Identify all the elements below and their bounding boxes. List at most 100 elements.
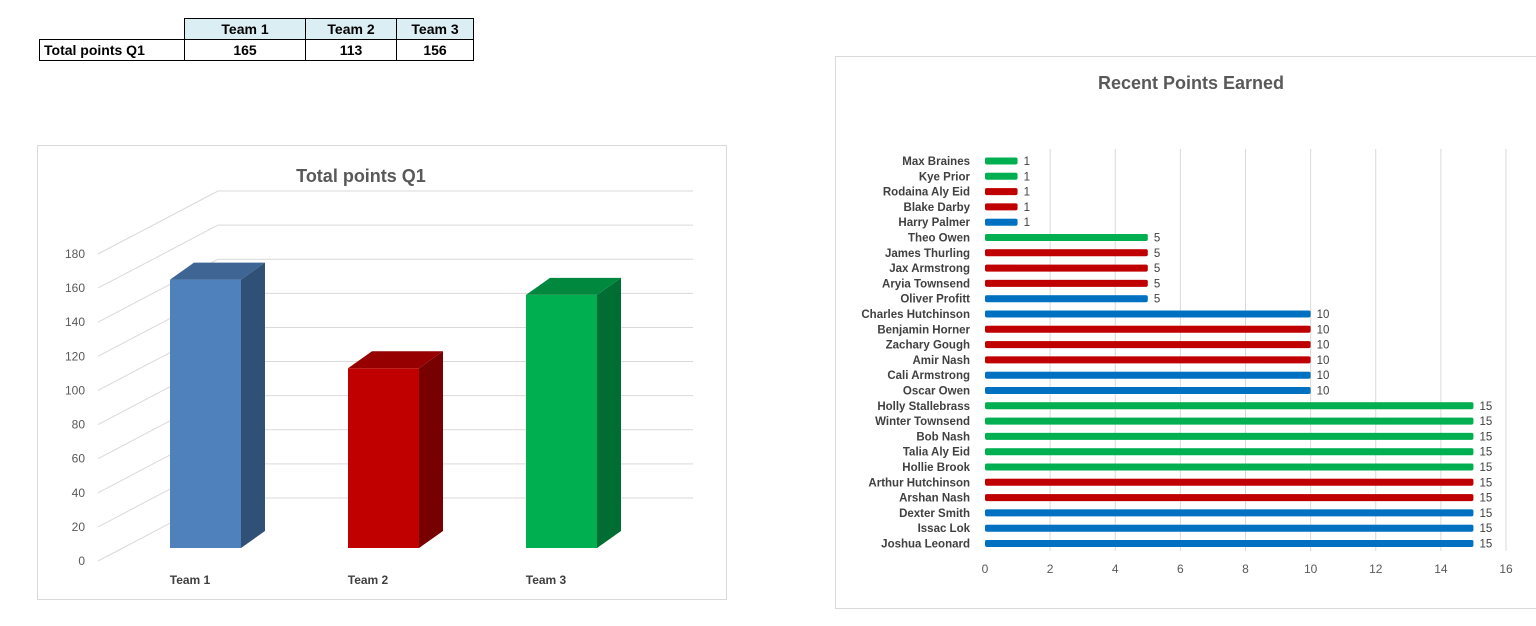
bar-24 (985, 509, 1474, 517)
bar-8 (985, 264, 1148, 272)
bar-highlight-11 (985, 310, 1311, 313)
bar-22 (985, 478, 1474, 486)
y-tick-label: Benjamin Horner (877, 324, 970, 336)
x-tick-label: 6 (1177, 562, 1184, 576)
x-tick-label: Team 3 (526, 573, 567, 587)
summary-header-team-2: Team 2 (305, 18, 397, 40)
total-points-chart: Total points Q1 0 20 40 60 80 100 120 140 160 180 T… (37, 145, 727, 600)
x-tick-label: Team 1 (170, 573, 211, 587)
y-tick-label: Theo Owen (908, 233, 970, 245)
recent-points-chart: Recent Points Earned 0 2 4 6 8 10 12 14 16 Max Bra… (835, 56, 1536, 609)
bar-highlight-8 (985, 264, 1148, 267)
bar-highlight-3 (985, 188, 1018, 191)
chart-title: Recent Points Earned (1098, 73, 1284, 93)
data-label: 15 (1479, 539, 1492, 551)
data-label: 5 (1154, 248, 1160, 260)
y-tick-label: Aryia Townsend (882, 278, 970, 290)
bar-6 (985, 234, 1148, 241)
bar-highlight-13 (985, 341, 1311, 344)
bar-2 (985, 172, 1018, 180)
data-label: 15 (1479, 431, 1492, 443)
y-tick-label: Arthur Hutchinson (868, 477, 970, 489)
x-tick-label: 12 (1369, 562, 1383, 576)
y-tick-label: 80 (72, 418, 86, 432)
recent-points-chart-svg: Recent Points Earned 0 2 4 6 8 10 12 14 16 Max Bra… (861, 73, 1513, 576)
y-tick-label: Talia Aly Eid (903, 447, 970, 459)
bar-side-1 (241, 262, 265, 548)
bar-5 (985, 218, 1018, 226)
bar-highlight-14 (985, 356, 1311, 359)
x-tick-label: 0 (982, 562, 989, 576)
bar-highlight-9 (985, 279, 1148, 283)
bar-14 (985, 356, 1311, 364)
bar-3 (526, 294, 597, 548)
x-tick-label: 10 (1304, 562, 1318, 576)
y-tick-label: Arshan Nash (899, 493, 970, 505)
data-label: 15 (1479, 477, 1492, 489)
y-tick-label: 160 (65, 281, 85, 295)
bar-highlight-12 (985, 325, 1311, 328)
bar-highlight-15 (985, 371, 1311, 374)
x-tick-label: 8 (1242, 562, 1249, 576)
bar-9 (985, 279, 1148, 287)
x-tick-label: 4 (1112, 562, 1119, 576)
x-tick-label: Team 2 (348, 573, 389, 587)
bar-highlight-24 (985, 509, 1474, 512)
y-tick-label: Amir Nash (912, 355, 970, 367)
data-label: 5 (1154, 233, 1160, 245)
summary-value-team-1: 165 (184, 39, 306, 61)
bar-2 (348, 368, 419, 548)
bar-1 (170, 279, 241, 548)
data-label: 10 (1317, 340, 1330, 352)
summary-header-team-3: Team 3 (396, 18, 474, 40)
bar-16 (985, 387, 1311, 394)
bar-11 (985, 310, 1311, 318)
data-label: 1 (1024, 202, 1030, 214)
chart-title: Total points Q1 (296, 166, 426, 186)
bar-highlight-10 (985, 295, 1148, 298)
data-label: 1 (1024, 171, 1030, 183)
bar-25 (985, 524, 1474, 532)
y-tick-label: Harry Palmer (898, 217, 970, 229)
data-label: 15 (1479, 493, 1492, 505)
bar-highlight-18 (985, 417, 1474, 420)
bar-7 (985, 249, 1148, 257)
y-tick-label: Blake Darby (904, 202, 971, 214)
y-tick-label: Issac Lok (918, 523, 971, 535)
bar-12 (985, 325, 1311, 333)
y-tick-label: Zachary Gough (886, 340, 970, 352)
y-tick-label: Rodaina Aly Eid (883, 187, 970, 199)
data-label: 1 (1024, 187, 1030, 199)
bar-19 (985, 432, 1474, 440)
y-tick-label: 60 (72, 452, 86, 466)
data-label: 5 (1154, 294, 1160, 306)
bar-side-2 (419, 351, 443, 548)
bar-top-2 (348, 351, 443, 369)
bar-side-3 (597, 277, 621, 548)
data-label: 10 (1317, 355, 1330, 367)
y-tick-label: 20 (72, 520, 86, 534)
y-tick-label: 40 (72, 486, 86, 500)
bar-highlight-4 (985, 203, 1018, 206)
summary-value-team-2: 113 (305, 39, 397, 61)
total-points-chart-svg: Total points Q1 0 20 40 60 80 100 120 140 160 180 T… (65, 166, 693, 587)
bar-highlight-17 (985, 402, 1474, 405)
x-tick-label: 2 (1047, 562, 1054, 576)
data-label: 15 (1479, 401, 1492, 413)
bar-highlight-19 (985, 432, 1474, 436)
data-label: 15 (1479, 508, 1492, 520)
y-tick-label: Dexter Smith (899, 508, 970, 520)
y-tick-label: 140 (65, 315, 85, 329)
y-tick-label: Hollie Brook (902, 462, 970, 474)
y-tick-label: 180 (65, 247, 85, 261)
bar-highlight-5 (985, 218, 1018, 221)
bar-18 (985, 417, 1474, 425)
y-tick-label: Charles Hutchinson (861, 309, 970, 321)
y-tick-label: James Thurling (885, 248, 970, 260)
data-label: 15 (1479, 447, 1492, 459)
bar-21 (985, 463, 1474, 471)
gridline-diagonal-9 (97, 190, 219, 255)
bar-17 (985, 402, 1474, 410)
y-tick-label: Oliver Profitt (900, 294, 970, 306)
bar-highlight-16 (985, 387, 1311, 390)
